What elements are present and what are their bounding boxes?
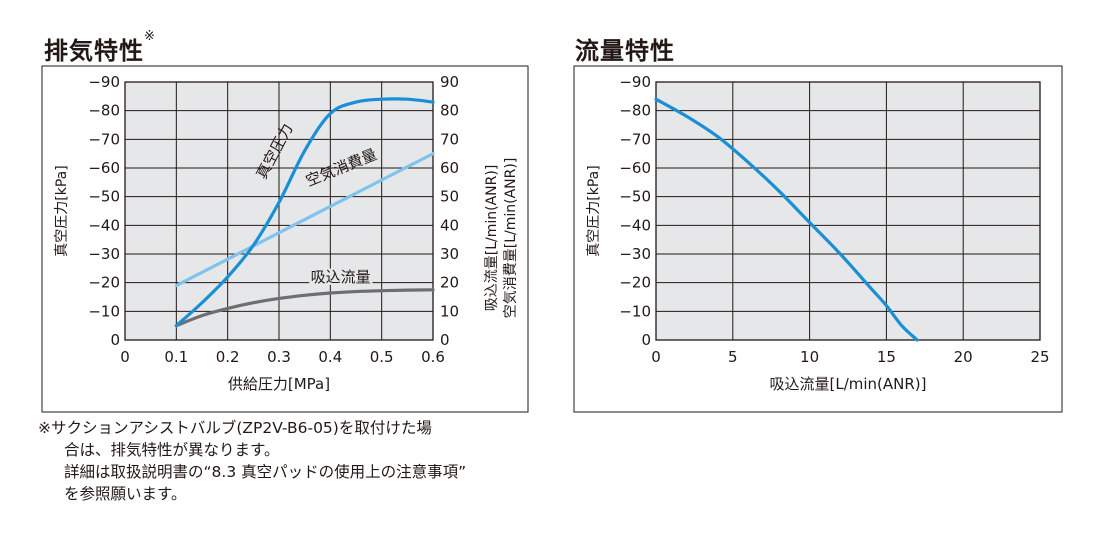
chart1-x-tick-label: 0 (120, 348, 130, 366)
chart1-title: 排気特性※ (44, 29, 156, 65)
chart2-x-axis-label: 吸込流量[L/min(ANR)] (769, 375, 926, 393)
chart2-y-axis-label-left: 真空圧力[kPa] (586, 165, 602, 256)
chart2-x-tick-label: 25 (1030, 348, 1049, 366)
chart2-y-tick-label-left: −90 (619, 73, 651, 91)
chart1-plot-border (124, 81, 434, 341)
chart2-y-tick-label-left: 0 (641, 331, 651, 349)
chart1-suction-flow-label: 吸込流量 (311, 268, 371, 286)
chart1-x-axis-label: 供給圧力[MPa] (228, 375, 330, 393)
chart1-y-tick-label-left: −60 (88, 159, 120, 177)
chart1-y-tick-label-right: 10 (440, 302, 459, 320)
chart2-y-tick-label-left: −80 (619, 102, 651, 120)
footnote-line-2: 合は、排気特性が異なります。 (64, 441, 280, 459)
chart1-y-tick-label-left: −50 (88, 188, 120, 206)
chart2-x-tick-label: 0 (651, 348, 661, 366)
chart2-x-tick-label: 15 (877, 348, 896, 366)
chart1-y-tick-label-left: −40 (88, 216, 120, 234)
chart1-y-tick-label-left: −90 (88, 73, 120, 91)
chart1-y-tick-label-right: 60 (440, 159, 459, 177)
footnote-line-3: 詳細は取扱説明書の“8.3 真空パッドの使用上の注意事項” (64, 463, 467, 481)
chart1-x-tick-label: 0.4 (318, 348, 342, 366)
chart2-y-tick-label-left: −10 (619, 302, 651, 320)
chart2-y-tick-label-left: −20 (619, 274, 651, 292)
chart1-y-axis-label-right-1: 吸込流量[L/min(ANR)] (484, 165, 500, 312)
chart1-y-axis-label-left: 真空圧力[kPa] (54, 165, 70, 256)
chart2-y-tick-label-left: −50 (619, 188, 651, 206)
chart2-title: 流量特性 (575, 37, 675, 65)
chart1-y-tick-label-right: 90 (440, 73, 459, 91)
chart1-y-tick-label-right: 0 (440, 331, 450, 349)
chart1-y-tick-label-right: 20 (440, 274, 459, 292)
chart1-y-tick-label-left: −70 (88, 130, 120, 148)
chart1-suction-flow-line (174, 288, 435, 328)
chart1-y-tick-label-right: 70 (440, 130, 459, 148)
chart1-y-tick-label-left: −80 (88, 102, 120, 120)
chart2-y-tick-label-left: −30 (619, 245, 651, 263)
chart1-vacuum-pressure-line (174, 97, 435, 328)
chart1-x-tick-label: 0.5 (370, 348, 394, 366)
chart1-y-tick-label-right: 50 (440, 188, 459, 206)
footnote-line-1: ※サクションアシストバルブ(ZP2V-B6-05)を取付けた場 (38, 419, 432, 437)
chart2-x-tick-label: 10 (800, 348, 819, 366)
chart2-y-tick-label-left: −70 (619, 130, 651, 148)
chart1-y-tick-label-left: −10 (88, 302, 120, 320)
chart2-y-tick-label-left: −40 (619, 216, 651, 234)
footnote: ※サクションアシストバルブ(ZP2V-B6-05)を取付けた場 合は、排気特性が… (38, 417, 558, 505)
chart1-y-axis-label-right-2: 空気消費量[L/min(ANR)] (503, 158, 519, 319)
chart2-y-tick-label-left: −60 (619, 159, 651, 177)
chart2-x-tick-label: 5 (728, 348, 738, 366)
chart2-plot-area (656, 82, 1040, 340)
chart1-y-tick-label-left: −20 (88, 274, 120, 292)
footnote-line-4: を参照願います。 (64, 485, 187, 503)
chart2-plot-border (655, 81, 1041, 341)
chart2-x-tick-label: 20 (954, 348, 973, 366)
chart1-x-tick-label: 0.6 (421, 348, 445, 366)
chart1-x-tick-label: 0.3 (267, 348, 291, 366)
chart2-flow-characteristic-line (654, 97, 919, 342)
chart1-y-tick-label-right: 80 (440, 102, 459, 120)
chart1-y-tick-label-right: 30 (440, 245, 459, 263)
chart1-title-mark: ※ (144, 29, 156, 44)
chart1-x-tick-label: 0.2 (216, 348, 240, 366)
chart1-y-tick-label-right: 40 (440, 216, 459, 234)
chart1-y-tick-label-left: 0 (110, 331, 120, 349)
chart1-y-tick-label-left: −30 (88, 245, 120, 263)
chart1-x-tick-label: 0.1 (164, 348, 188, 366)
chart1-air-consumption-line (174, 152, 435, 288)
